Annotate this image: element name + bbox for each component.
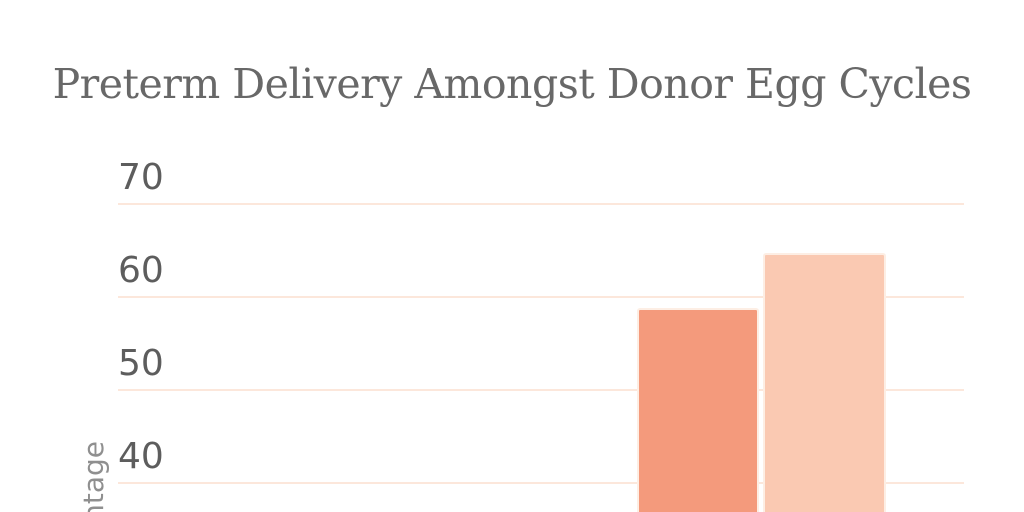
bar-series-2 bbox=[763, 253, 886, 512]
y-axis-tick-label: 50 bbox=[118, 343, 164, 384]
y-axis-tick-label: 60 bbox=[118, 250, 164, 291]
y-axis-tick-label: 40 bbox=[118, 436, 164, 477]
gridline bbox=[118, 389, 964, 391]
y-axis-title: Percentage bbox=[77, 441, 110, 512]
y-axis-tick-label: 70 bbox=[118, 157, 164, 198]
bar-series-1 bbox=[637, 308, 759, 512]
chart-title: Preterm Delivery Amongst Donor Egg Cycle… bbox=[52, 60, 972, 108]
gridline bbox=[118, 203, 964, 205]
gridline bbox=[118, 296, 964, 298]
gridline bbox=[118, 482, 964, 484]
